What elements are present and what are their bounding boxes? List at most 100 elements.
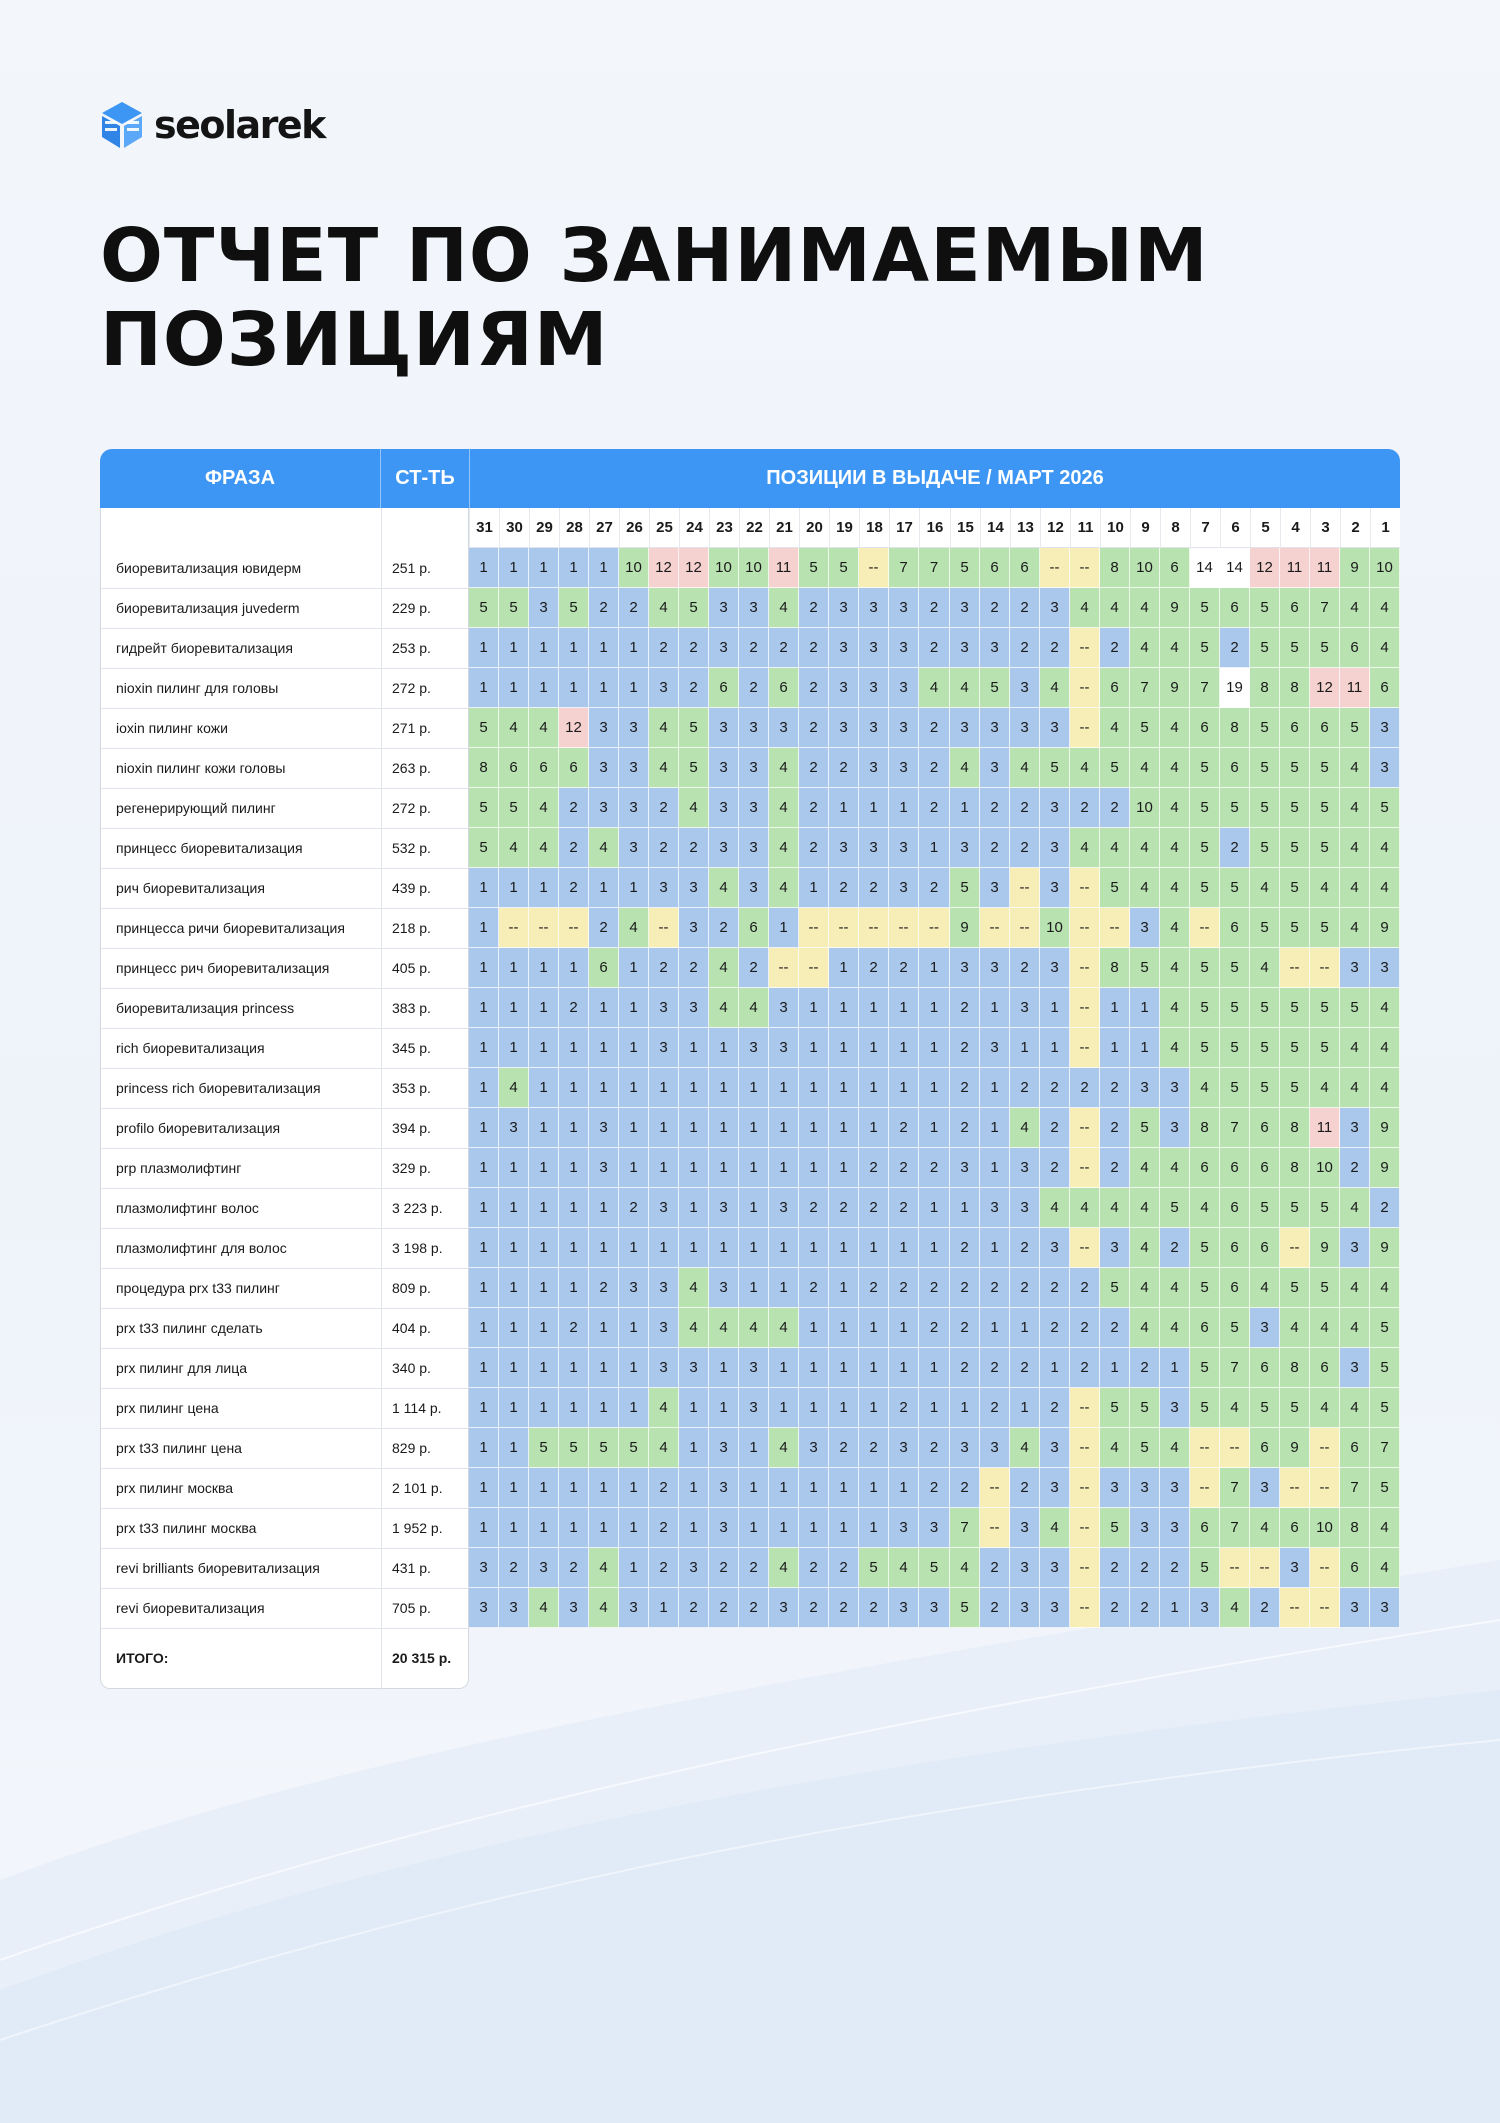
position-cell: 5 — [1250, 1188, 1280, 1228]
position-cell: 6 — [1190, 1148, 1220, 1188]
position-cell: 2 — [1070, 1268, 1100, 1308]
position-cell: 2 — [799, 1548, 829, 1588]
position-cell: 4 — [1100, 828, 1130, 868]
position-cell: 3 — [889, 668, 919, 708]
position-cell: 4 — [1130, 1268, 1160, 1308]
cost-cell: 263 р. — [392, 760, 431, 776]
position-cell: 2 — [679, 668, 709, 708]
position-cell: 1 — [529, 1028, 559, 1068]
position-cell: 5 — [1190, 748, 1220, 788]
position-cell: 1 — [529, 1348, 559, 1388]
position-cell: 1 — [499, 628, 529, 668]
position-cell: 5 — [1250, 708, 1280, 748]
position-cell: 3 — [709, 628, 739, 668]
position-cell: 1 — [559, 1348, 589, 1388]
position-cell: 1 — [589, 1508, 619, 1548]
position-cell: 3 — [559, 1588, 589, 1628]
position-cell: 1 — [559, 1188, 589, 1228]
table-row: биоревитализация ювидерм 251 р. — [101, 548, 468, 589]
position-cell: 6 — [499, 748, 529, 788]
position-cell: 3 — [739, 708, 769, 748]
position-cell: 6 — [769, 668, 799, 708]
day-header: 13 — [1010, 508, 1040, 548]
position-cell: 5 — [1280, 828, 1310, 868]
position-cell: 5 — [1280, 628, 1310, 668]
position-cell: 4 — [769, 588, 799, 628]
phrase-cell: prp плазмолифтинг — [116, 1160, 242, 1176]
cost-cell: 251 р. — [392, 560, 431, 576]
position-cell: 3 — [619, 788, 649, 828]
position-cell: 3 — [950, 828, 980, 868]
position-cell: 4 — [1250, 1508, 1280, 1548]
position-cell: 1 — [799, 988, 829, 1028]
position-cell: 1 — [769, 1108, 799, 1148]
position-cell: -- — [1010, 908, 1040, 948]
position-cell: 4 — [889, 1548, 919, 1588]
position-cell: 5 — [1220, 1308, 1250, 1348]
position-cell: 1 — [739, 1428, 769, 1468]
position-cell: 4 — [739, 988, 769, 1028]
position-cell: 1 — [499, 988, 529, 1028]
position-cell: -- — [1070, 1428, 1100, 1468]
position-cell: 9 — [1160, 588, 1190, 628]
position-cell: 9 — [1370, 908, 1400, 948]
position-cell: 4 — [1130, 1188, 1160, 1228]
position-cell: 4 — [1160, 868, 1190, 908]
position-cell: 4 — [1160, 788, 1190, 828]
position-cell: 4 — [1370, 628, 1400, 668]
position-cell: 1 — [649, 1068, 679, 1108]
position-cell: 4 — [1160, 828, 1190, 868]
position-cell: 3 — [709, 1428, 739, 1468]
position-cell: 1 — [469, 628, 499, 668]
position-cell: 2 — [1100, 1068, 1130, 1108]
position-cell: 6 — [1310, 708, 1340, 748]
position-cell: 4 — [1340, 1188, 1370, 1228]
day-header: 8 — [1160, 508, 1190, 548]
position-cell: 4 — [1280, 1308, 1310, 1348]
position-cell: 9 — [1370, 1148, 1400, 1188]
position-cell: 1 — [1040, 988, 1070, 1028]
position-cell: 2 — [829, 1428, 859, 1468]
position-cell: 4 — [1370, 868, 1400, 908]
position-cell: 9 — [1370, 1108, 1400, 1148]
cost-cell: 345 р. — [392, 1040, 431, 1056]
position-cell: 7 — [1220, 1508, 1250, 1548]
position-cell: -- — [1070, 908, 1100, 948]
position-cell: 5 — [1130, 948, 1160, 988]
position-cell: 2 — [950, 1228, 980, 1268]
position-cell: 8 — [1100, 948, 1130, 988]
position-cell: 3 — [950, 948, 980, 988]
position-cell: 1 — [799, 1028, 829, 1068]
position-cell: 1 — [499, 1188, 529, 1228]
position-cell: 3 — [769, 1588, 799, 1628]
position-cell: 1 — [559, 628, 589, 668]
position-cell: 4 — [499, 828, 529, 868]
position-cell: 1 — [829, 1228, 859, 1268]
table-row: prx t33 пилинг сделать 404 р. — [101, 1308, 468, 1349]
position-cell: 8 — [1280, 1108, 1310, 1148]
position-cell: 11 — [1340, 668, 1370, 708]
position-cell: -- — [1070, 1548, 1100, 1588]
position-cell: 2 — [1010, 1068, 1040, 1108]
position-cell: 10 — [1040, 908, 1070, 948]
position-cell: 4 — [589, 1548, 619, 1588]
position-cell: 1 — [529, 1268, 559, 1308]
position-cell: 1 — [980, 1228, 1010, 1268]
position-cell: 4 — [1130, 868, 1160, 908]
position-cell: 2 — [829, 1188, 859, 1228]
position-cell: 1 — [469, 1068, 499, 1108]
position-cell: 3 — [950, 708, 980, 748]
position-cell: 1 — [919, 1348, 950, 1388]
position-cell: 2 — [1070, 788, 1100, 828]
position-cell: 3 — [649, 1308, 679, 1348]
position-cell: 1 — [589, 1188, 619, 1228]
cost-cell: 404 р. — [392, 1320, 431, 1336]
position-cell: 4 — [1340, 908, 1370, 948]
position-cell: 6 — [1370, 668, 1400, 708]
day-header: 20 — [799, 508, 829, 548]
position-cell: 3 — [1010, 1508, 1040, 1548]
position-cell: 3 — [1010, 668, 1040, 708]
position-cell: 9 — [950, 908, 980, 948]
position-cell: 4 — [1370, 1268, 1400, 1308]
position-cell: 1 — [649, 1228, 679, 1268]
